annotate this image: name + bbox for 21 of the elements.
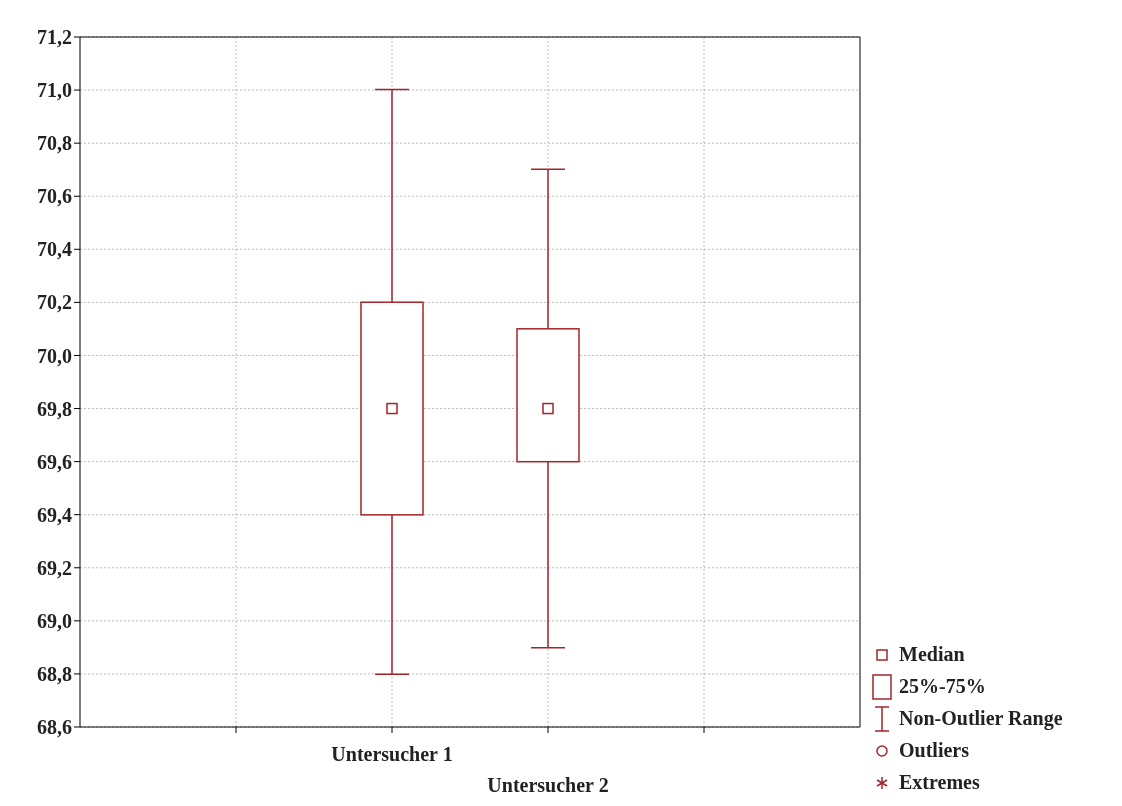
text: Non-Outlier Range: [899, 707, 1063, 730]
y-tick-label: 70,4: [37, 238, 72, 261]
y-tick-label: 68,6: [37, 716, 72, 739]
y-tick-label: 68,8: [37, 663, 72, 686]
text: Median: [899, 643, 965, 666]
y-tick-label: 71,2: [37, 26, 72, 49]
y-tick-label: 70,6: [37, 185, 72, 208]
x-tick-label: Untersucher 2: [487, 774, 609, 796]
text: Extremes: [899, 771, 980, 794]
y-tick-label: 69,2: [37, 556, 72, 579]
y-tick-label: 69,0: [37, 609, 72, 632]
y-tick-label: 70,0: [37, 344, 72, 367]
y-tick-label: 69,8: [37, 397, 72, 420]
y-tick-label: 69,6: [37, 450, 72, 473]
y-tick-label: 69,4: [37, 503, 72, 526]
text: 25%-75%: [899, 675, 986, 698]
y-tick-label: 71,0: [37, 79, 72, 102]
text: Outliers: [899, 739, 969, 762]
y-tick-label: 70,2: [37, 291, 72, 314]
x-tick-label: Untersucher 1: [331, 743, 453, 765]
y-tick-label: 70,8: [37, 132, 72, 155]
